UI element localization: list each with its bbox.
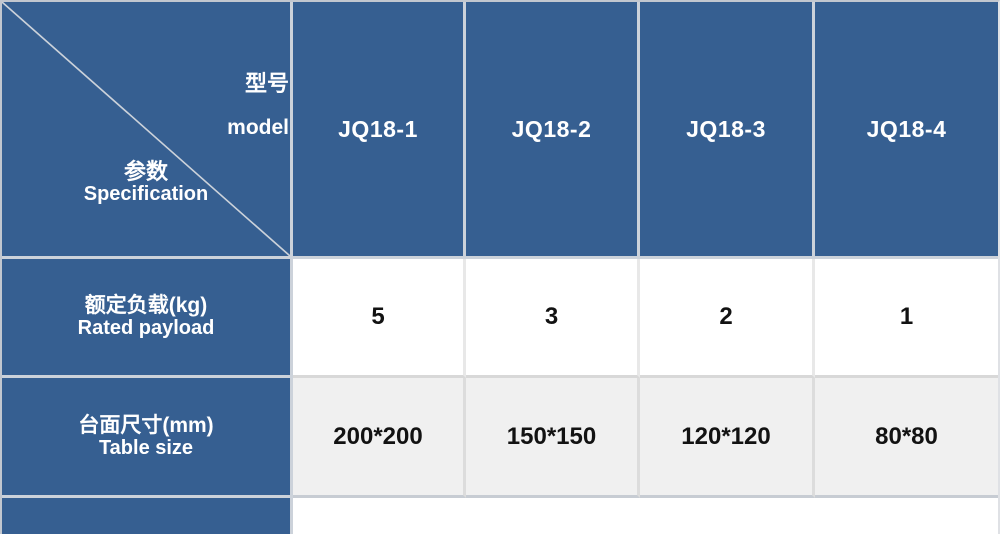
row-label-table-size: 台面尺寸(mm) Table size: [2, 378, 293, 498]
table-cell: 120*120: [640, 378, 815, 498]
row-label-en: Rated payload: [77, 317, 215, 339]
table-cell: 2: [640, 259, 815, 378]
table-cell-empty: [293, 498, 466, 534]
column-header: JQ18-1: [293, 2, 466, 259]
table-cell: 3: [466, 259, 640, 378]
model-label-en: model: [227, 116, 289, 139]
table-cell: 80*80: [815, 378, 998, 498]
row-label-zh: 额定负载(kg): [84, 294, 208, 317]
row-label-en: Table size: [98, 436, 194, 459]
corner-bottom-left-label: 参数 Specification: [2, 160, 290, 206]
model-label-zh: 型号: [244, 71, 289, 96]
specification-label-zh: 参数: [123, 159, 168, 184]
table-cell: 1: [815, 259, 998, 378]
table-cell: 200*200: [293, 378, 466, 498]
table-cell: 150*150: [466, 378, 640, 498]
table-cell-empty: [815, 498, 998, 534]
partial-row-label: [2, 498, 293, 534]
column-header: JQ18-4: [815, 2, 998, 259]
table-cell: 5: [293, 259, 466, 378]
corner-header-cell: 型号 model 参数 Specification: [2, 2, 293, 259]
table-cell-empty: [466, 498, 640, 534]
table-cell-empty: [640, 498, 815, 534]
row-label-rated-payload: 额定负载(kg) Rated payload: [2, 259, 293, 378]
column-header: JQ18-2: [466, 2, 640, 259]
column-header: JQ18-3: [640, 2, 815, 259]
specification-label-en: Specification: [83, 183, 209, 205]
diagonal-divider: [2, 2, 290, 256]
row-label-zh: 台面尺寸(mm): [78, 413, 214, 437]
corner-top-right-label: 型号 model: [227, 72, 289, 140]
